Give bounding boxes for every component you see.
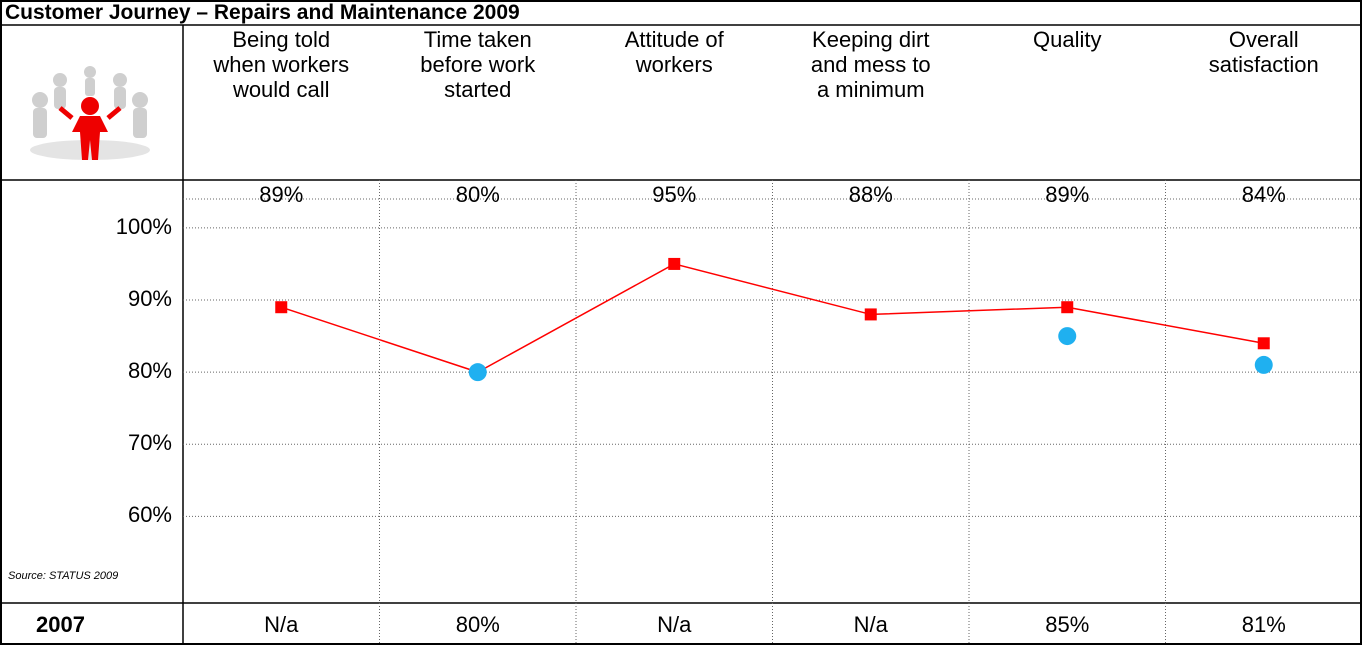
marker bbox=[275, 301, 287, 313]
frame bbox=[1, 1, 1361, 644]
chart bbox=[0, 0, 1362, 645]
marker bbox=[865, 308, 877, 320]
marker bbox=[668, 258, 680, 270]
marker bbox=[1255, 356, 1273, 374]
source-note: Source: STATUS 2009 bbox=[8, 570, 128, 582]
marker bbox=[1061, 301, 1073, 313]
y-tick-label: 90% bbox=[60, 286, 172, 312]
title: Customer Journey – Repairs and Maintenan… bbox=[5, 1, 520, 25]
y-tick-label: 80% bbox=[60, 358, 172, 384]
marker bbox=[1258, 337, 1270, 349]
value-label: N/a bbox=[576, 612, 773, 638]
value-label: 95% bbox=[576, 182, 773, 208]
y-tick-label: 60% bbox=[60, 502, 172, 528]
marker bbox=[1058, 327, 1076, 345]
value-label: N/a bbox=[183, 612, 380, 638]
value-label: 88% bbox=[773, 182, 970, 208]
value-label: 80% bbox=[380, 612, 577, 638]
marker bbox=[469, 363, 487, 381]
value-label: 80% bbox=[380, 182, 577, 208]
value-label: N/a bbox=[773, 612, 970, 638]
column-header: Being told when workers would call bbox=[213, 27, 350, 102]
column-header: Time taken before work started bbox=[410, 27, 547, 102]
column-header: Overall satisfaction bbox=[1196, 27, 1333, 77]
people-icon bbox=[30, 66, 150, 160]
slide: Customer Journey – Repairs and Maintenan… bbox=[0, 0, 1362, 645]
value-label: 81% bbox=[1166, 612, 1362, 638]
column-header: Keeping dirt and mess to a minimum bbox=[803, 27, 940, 102]
column-header: Attitude of workers bbox=[606, 27, 743, 77]
value-label: 89% bbox=[969, 182, 1166, 208]
y-tick-label: 70% bbox=[60, 430, 172, 456]
row-label: 2007 bbox=[36, 612, 85, 638]
value-label: 84% bbox=[1166, 182, 1362, 208]
column-header: Quality bbox=[999, 27, 1136, 52]
y-tick-label: 100% bbox=[60, 214, 172, 240]
value-label: 89% bbox=[183, 182, 380, 208]
value-label: 85% bbox=[969, 612, 1166, 638]
